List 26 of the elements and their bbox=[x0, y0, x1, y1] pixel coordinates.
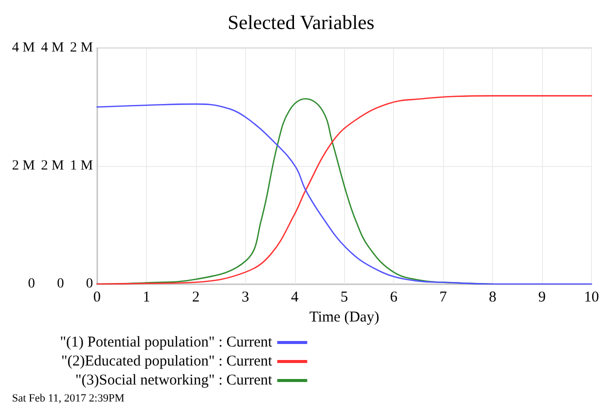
text: Sat Feb 11, 2017 2:39PM bbox=[12, 392, 125, 404]
x-tick-label: 9 bbox=[538, 290, 546, 306]
y2-tick-label: 4 M bbox=[41, 40, 65, 56]
x-tick-label: 4 bbox=[291, 290, 300, 306]
x-tick-label: 7 bbox=[439, 290, 448, 306]
y-tick-label: 0 bbox=[28, 276, 35, 292]
x-tick-label: 6 bbox=[390, 290, 398, 306]
x-axis-title: Time (Day) bbox=[309, 309, 380, 326]
y-tick-label: 2 M bbox=[12, 158, 36, 174]
legend-label: "(2)Educated population" : Current bbox=[61, 354, 274, 370]
y3-tick-label: 2 M bbox=[70, 40, 94, 56]
y2-tick-label: 2 M bbox=[41, 158, 65, 174]
x-tick-label: 0 bbox=[93, 290, 101, 306]
chart-title: Selected Variables bbox=[228, 12, 375, 34]
x-tick-label: 1 bbox=[142, 290, 150, 306]
y3-tick-label: 1 M bbox=[70, 158, 94, 174]
x-tick-label: 8 bbox=[488, 290, 496, 306]
x-tick-label: 5 bbox=[340, 290, 348, 306]
y2-tick-label: 0 bbox=[57, 276, 64, 292]
legend-label: "(1) Potential population" : Current bbox=[60, 334, 274, 350]
x-tick-label: 3 bbox=[242, 290, 250, 306]
x-tick-label: 10 bbox=[584, 290, 599, 306]
y3-tick-label: 0 bbox=[86, 276, 93, 292]
legend-label: "(3)Social networking" : Current bbox=[75, 372, 274, 388]
y-tick-label: 4 M bbox=[12, 40, 36, 56]
x-tick-label: 2 bbox=[192, 290, 200, 306]
